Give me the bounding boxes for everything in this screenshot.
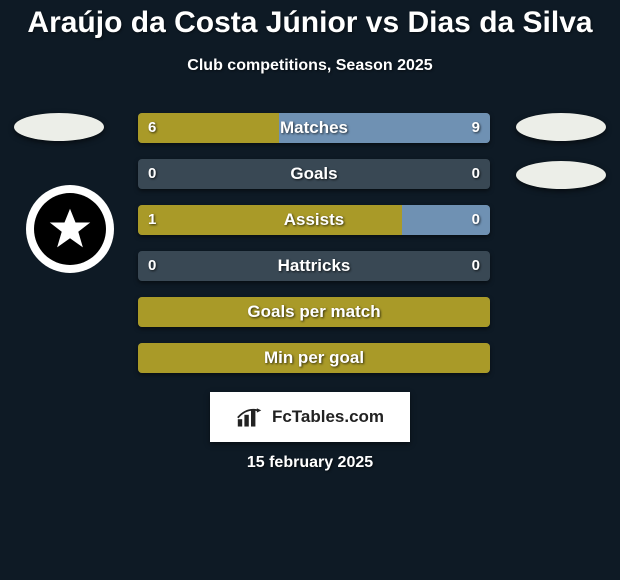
subtitle: Club competitions, Season 2025 bbox=[0, 57, 620, 75]
left-club-badge-icon bbox=[26, 185, 114, 273]
right-club-pill-1-icon bbox=[516, 113, 606, 141]
bar-row: 00Goals bbox=[138, 159, 490, 189]
bar-left-fill bbox=[138, 297, 490, 327]
left-club-pill-icon bbox=[14, 113, 104, 141]
bar-row: Min per goal bbox=[138, 343, 490, 373]
bar-row: 10Assists bbox=[138, 205, 490, 235]
bar-left-fill bbox=[138, 205, 402, 235]
right-club-pill-2-icon bbox=[516, 161, 606, 189]
bars-container: 69Matches 00Goals 10Assists 00Hattricks Goal… bbox=[138, 113, 490, 389]
bar-left-fill bbox=[138, 113, 279, 143]
bar-right-fill bbox=[279, 113, 490, 143]
bar-row: 69Matches bbox=[138, 113, 490, 143]
bar-row: 00Hattricks bbox=[138, 251, 490, 281]
bar-row: Goals per match bbox=[138, 297, 490, 327]
bar-bg bbox=[138, 251, 490, 281]
site-name: FcTables.com bbox=[272, 407, 384, 427]
site-badge: FcTables.com bbox=[210, 392, 410, 442]
bar-right-fill bbox=[402, 205, 490, 235]
bar-bg bbox=[138, 159, 490, 189]
page-title: Araújo da Costa Júnior vs Dias da Silva bbox=[0, 0, 620, 41]
bar-left-fill bbox=[138, 343, 490, 373]
star-icon bbox=[47, 206, 93, 252]
date-text: 15 february 2025 bbox=[0, 454, 620, 472]
bars-logo-icon bbox=[236, 406, 266, 428]
